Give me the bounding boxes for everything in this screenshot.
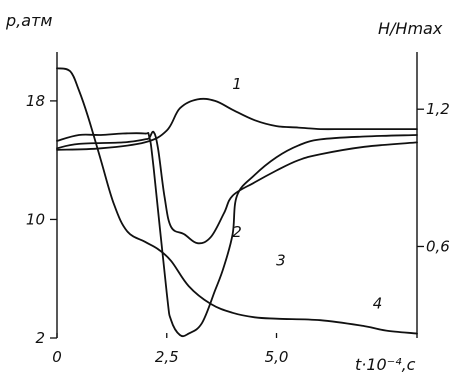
curve-label-3: 3 [276,251,286,269]
right-axis-title: H/Hmax [378,19,443,38]
series-line-1 [56,97,418,151]
left-axis-ticks: 2 10 18 [26,92,57,347]
x-tick-label: 2,5 [155,348,179,366]
right-axis-ticks: 0,6 1,2 [417,100,450,255]
series-line-3 [56,131,418,338]
curve-label-1: 1 [232,75,242,93]
curve-labels: 1 2 3 4 [232,75,382,312]
curve-label-2: 2 [232,223,242,241]
right-tick-label: 0,6 [426,237,450,255]
right-tick-label: 1,2 [426,100,450,118]
x-axis-title: t·10⁻⁴,c [355,355,416,374]
series-line-4 [56,67,418,335]
x-tick-label: 0 [52,348,62,366]
left-axis-title: p,атм [5,11,52,30]
curve-label-4: 4 [373,294,383,312]
left-tick-label: 10 [26,210,45,228]
x-axis-ticks: 0 2,5 5,0 [52,333,288,366]
series-group [56,67,418,338]
x-tick-label: 5,0 [265,348,289,366]
left-tick-label: 2 [35,329,45,347]
left-tick-label: 18 [26,92,45,110]
series-line-2 [56,130,418,245]
